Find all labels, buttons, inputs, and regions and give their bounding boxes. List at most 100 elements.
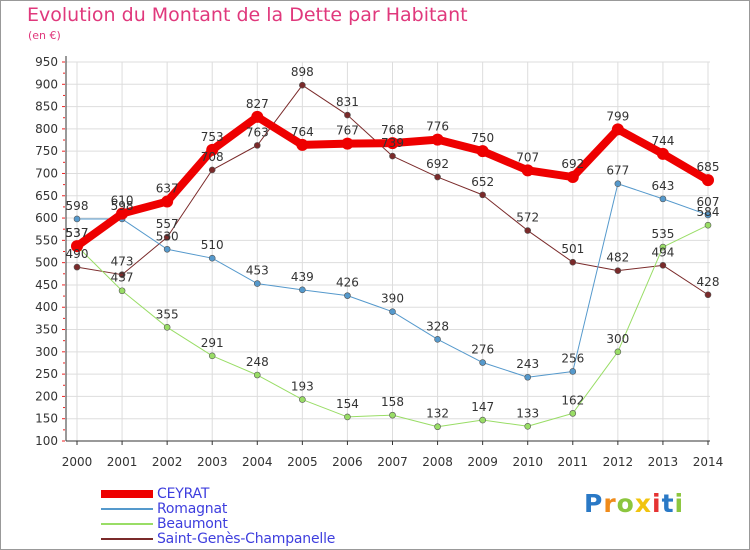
y-tick-label: 250 <box>35 367 58 381</box>
data-point-ceyrat <box>386 137 399 150</box>
data-label-saint-genes-champanelle: 898 <box>291 65 314 79</box>
data-label-saint-genes-champanelle: 494 <box>651 245 674 259</box>
data-point-saint-genes-champanelle <box>614 267 622 274</box>
x-tick-label: 2001 <box>107 455 138 469</box>
data-point-beaumont <box>163 323 171 331</box>
data-label-beaumont: 132 <box>426 407 449 421</box>
data-point-saint-genes-champanelle <box>659 262 667 269</box>
data-point-saint-genes-champanelle <box>389 152 396 160</box>
y-tick-label: 400 <box>35 300 58 314</box>
data-label-saint-genes-champanelle: 473 <box>111 255 134 269</box>
data-label-saint-genes-champanelle: 708 <box>201 150 224 164</box>
legend-item-ceyrat: CEYRAT <box>101 486 209 502</box>
x-tick-label: 2007 <box>377 455 408 469</box>
data-point-ceyrat <box>566 171 579 184</box>
data-point-romagnat <box>614 180 622 188</box>
data-point-saint-genes-champanelle <box>569 258 577 266</box>
x-tick-label: 2014 <box>693 455 724 469</box>
y-tick-label: 950 <box>35 55 58 69</box>
x-tick-label: 2013 <box>648 455 679 469</box>
data-point-romagnat <box>704 211 712 219</box>
data-point-ceyrat <box>521 164 534 177</box>
data-label-saint-genes-champanelle: 572 <box>516 211 539 225</box>
data-label-romagnat: 390 <box>381 292 404 306</box>
x-tick-label: 2005 <box>287 455 318 469</box>
data-label-romagnat: 328 <box>426 319 449 333</box>
data-label-ceyrat: 744 <box>651 134 674 148</box>
data-label-beaumont: 154 <box>336 397 359 411</box>
legend-label-saint-genes-champanelle: Saint-Genès-Champanelle <box>157 530 336 547</box>
legend-item-romagnat: Romagnat <box>101 500 228 517</box>
data-point-romagnat <box>253 280 261 287</box>
legend-item-saint-genes-champanelle: Saint-Genès-Champanelle <box>101 530 336 547</box>
legend-label-beaumont: Beaumont <box>157 515 228 532</box>
data-label-romagnat: 510 <box>201 238 224 252</box>
data-label-beaumont: 133 <box>516 406 539 420</box>
logo-letter: x <box>634 489 652 518</box>
data-point-ceyrat <box>341 137 354 150</box>
data-point-romagnat <box>389 308 396 315</box>
data-point-saint-genes-champanelle <box>704 291 712 299</box>
data-point-romagnat <box>524 373 532 381</box>
y-tick-label: 900 <box>35 77 58 91</box>
data-label-romagnat: 453 <box>246 264 269 278</box>
data-label-beaumont: 147 <box>471 400 494 414</box>
data-label-saint-genes-champanelle: 482 <box>606 251 629 265</box>
data-label-ceyrat: 537 <box>66 226 89 240</box>
data-point-romagnat <box>479 359 486 366</box>
data-point-beaumont <box>389 411 396 419</box>
x-tick-label: 2011 <box>558 455 589 469</box>
data-point-saint-genes-champanelle <box>434 173 441 181</box>
legend-swatch-beaumont <box>101 522 153 525</box>
data-label-beaumont: 193 <box>291 380 314 394</box>
data-point-beaumont <box>569 410 577 417</box>
data-point-saint-genes-champanelle <box>118 271 126 278</box>
data-label-romagnat: 607 <box>697 195 720 209</box>
y-tick-label: 150 <box>35 412 58 426</box>
data-label-beaumont: 291 <box>201 336 224 350</box>
data-point-saint-genes-champanelle <box>208 166 216 174</box>
y-tick-label: 300 <box>35 345 58 359</box>
data-point-ceyrat <box>431 133 444 146</box>
data-label-romagnat: 677 <box>606 164 629 178</box>
data-label-ceyrat: 768 <box>381 123 404 137</box>
data-point-ceyrat <box>251 110 264 123</box>
data-point-saint-genes-champanelle <box>524 227 532 234</box>
gridlines <box>66 61 710 442</box>
logo-letter: i <box>674 489 685 518</box>
y-tick-label: 200 <box>35 389 58 403</box>
data-label-ceyrat: 767 <box>336 124 359 138</box>
legend-label-romagnat: Romagnat <box>157 500 228 517</box>
data-label-romagnat: 530 <box>156 229 179 243</box>
data-point-saint-genes-champanelle <box>299 81 306 89</box>
y-tick-label: 850 <box>35 100 58 114</box>
legend-item-beaumont: Beaumont <box>101 515 228 532</box>
y-tick-label: 800 <box>35 122 58 136</box>
data-point-ceyrat <box>702 174 714 187</box>
data-point-ceyrat <box>71 240 83 253</box>
y-tick-label: 550 <box>35 233 58 247</box>
logo-letter: o <box>616 489 635 518</box>
data-point-ceyrat <box>116 207 129 220</box>
data-label-saint-genes-champanelle: 739 <box>381 136 404 150</box>
data-label-ceyrat: 776 <box>426 120 449 134</box>
data-point-saint-genes-champanelle <box>253 142 261 149</box>
y-tick-label: 350 <box>35 323 58 337</box>
data-label-ceyrat: 692 <box>561 157 584 171</box>
data-label-romagnat: 256 <box>561 351 584 365</box>
logo-letter: i <box>652 489 662 518</box>
data-label-beaumont: 355 <box>156 307 179 321</box>
x-tick-label: 2006 <box>332 455 363 469</box>
logo-letter: r <box>603 489 617 518</box>
data-point-romagnat <box>208 254 216 262</box>
data-label-beaumont: 535 <box>651 227 674 241</box>
chart-unit-label: (en €) <box>28 29 61 42</box>
data-point-romagnat <box>569 368 577 375</box>
data-point-saint-genes-champanelle <box>479 191 486 199</box>
data-point-romagnat <box>73 215 81 223</box>
y-tick-label: 700 <box>35 166 58 180</box>
chart-title: Evolution du Montant de la Dette par Hab… <box>27 4 468 26</box>
data-point-ceyrat <box>206 143 219 156</box>
data-point-ceyrat <box>161 195 174 208</box>
data-label-ceyrat: 707 <box>516 150 539 164</box>
